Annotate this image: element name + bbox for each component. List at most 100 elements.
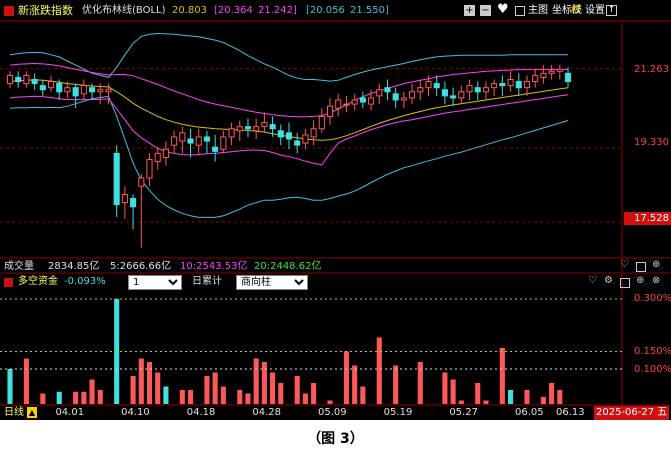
arrow-up-icon[interactable]: ↑ [606, 5, 617, 16]
price-label-mid: 19.330 [634, 137, 669, 148]
candle-body [72, 87, 79, 97]
sub-axis-label-2: 0.100% [634, 364, 671, 375]
boll-upper-line [9, 32, 568, 82]
candlesticks [6, 65, 572, 248]
candle-body [515, 81, 522, 89]
flow-bar [417, 362, 423, 404]
zoom-icon[interactable]: ⊕ [652, 259, 661, 270]
warning-icon: ▲ [27, 407, 37, 418]
flow-bar [499, 348, 505, 404]
candle-body [15, 76, 22, 83]
grid-icon[interactable] [636, 262, 646, 272]
main-chart-button[interactable]: 主图 [528, 5, 548, 16]
flow-bar [475, 383, 481, 404]
flow-bar [442, 372, 448, 404]
candle-body [80, 85, 87, 95]
close-icon[interactable]: ⊗ [652, 275, 661, 286]
candle-body [482, 87, 489, 93]
flow-bar [483, 400, 489, 404]
candle-body [409, 91, 416, 99]
heart-icon[interactable]: ♥ [497, 2, 509, 17]
indicator-name[interactable]: 优化布林线(BOLL) [82, 5, 166, 16]
grid-icon[interactable] [620, 278, 630, 288]
index-title[interactable]: 新涨跌指数 [18, 4, 73, 17]
candle-body [326, 105, 334, 117]
boll-inner-upper-line [9, 62, 568, 118]
rights-button[interactable]: 权 [571, 5, 581, 16]
zoom-icon[interactable]: ⊕ [636, 275, 645, 286]
flow-bar [237, 390, 243, 404]
sub-axis-label-0: 0.300% [634, 293, 671, 304]
candle-body [130, 198, 137, 208]
candle-body [499, 83, 506, 87]
date-tick-label: 04.10 [121, 407, 150, 418]
candle-body [285, 132, 293, 140]
candle-body [450, 95, 457, 99]
candle-body [121, 193, 128, 204]
settings-button[interactable]: 设置 [585, 5, 605, 16]
candle-body [179, 132, 186, 142]
flow-bar [458, 400, 464, 404]
heart-icon[interactable]: ♡ [588, 275, 597, 286]
candle-body [97, 89, 104, 93]
style-select[interactable]: 商向柱 [236, 275, 308, 290]
candle-body [359, 97, 366, 103]
flow-bar [549, 383, 555, 404]
flow-bar [73, 391, 79, 404]
flow-bar [204, 376, 210, 404]
flow-bar [245, 393, 251, 404]
candle-body [269, 124, 276, 130]
candle-body [146, 159, 153, 179]
candle-body [532, 74, 539, 83]
candle-body [458, 91, 465, 99]
candle-body [228, 128, 235, 138]
flow-bar [343, 351, 349, 404]
red-square-icon [4, 278, 13, 287]
flow-bar [187, 390, 194, 404]
flow-bar [7, 369, 13, 404]
candle-body [376, 89, 383, 97]
flow-bar [294, 376, 300, 404]
date-tick-label: 05.09 [318, 407, 347, 418]
boll-inner-upper-value: 21.242] [258, 5, 297, 16]
settings-icon[interactable]: ⚙ [604, 275, 613, 286]
candle-body [425, 81, 432, 89]
flow-bar [163, 386, 169, 404]
stock-chart-window: 新涨跌指数 优化布林线(BOLL) 20.803 [20.364 21.242]… [0, 0, 671, 420]
flow-bar [253, 358, 259, 404]
date-tick-label: 04.28 [252, 407, 282, 418]
date-tick-label: 04.18 [186, 407, 216, 418]
candle-body [556, 68, 563, 72]
flow-bar [311, 383, 317, 404]
date-tick-label: 05.27 [449, 407, 478, 418]
flow-bar [220, 386, 226, 404]
coord-line-button[interactable]: 坐标线 [552, 5, 582, 16]
period-select[interactable]: 1 [128, 275, 182, 290]
flow-bar [155, 372, 161, 404]
plus-icon[interactable]: + [464, 5, 475, 16]
sub-panel-title[interactable]: 多空资金 [18, 276, 58, 287]
flow-bar [261, 362, 267, 404]
flow-bar [130, 376, 136, 404]
flow-bar [360, 386, 366, 404]
candle-body [64, 87, 71, 93]
boll-mid-value: 20.803 [172, 5, 207, 16]
flow-bar [450, 379, 456, 404]
volume-ma20: 20:2448.62亿 [254, 261, 322, 272]
flow-bar [302, 393, 308, 404]
candle-body [310, 128, 317, 138]
date-tick-label: 06.13 [556, 407, 585, 418]
period-label[interactable]: 日线 [4, 407, 24, 418]
flow-bar [212, 372, 218, 404]
flow-bar [270, 372, 276, 404]
candle-body [253, 126, 260, 132]
candle-body [548, 70, 555, 74]
candle-body [31, 78, 38, 85]
sub-panel-grid [0, 298, 622, 370]
candle-body [138, 177, 145, 187]
boll-outer-upper-value: 21.550] [350, 5, 389, 16]
heart-icon[interactable]: ♡ [620, 259, 629, 270]
minus-icon[interactable]: − [480, 5, 491, 16]
candle-body [564, 72, 572, 83]
boll-inner-lower-value: [20.364 [214, 5, 253, 16]
